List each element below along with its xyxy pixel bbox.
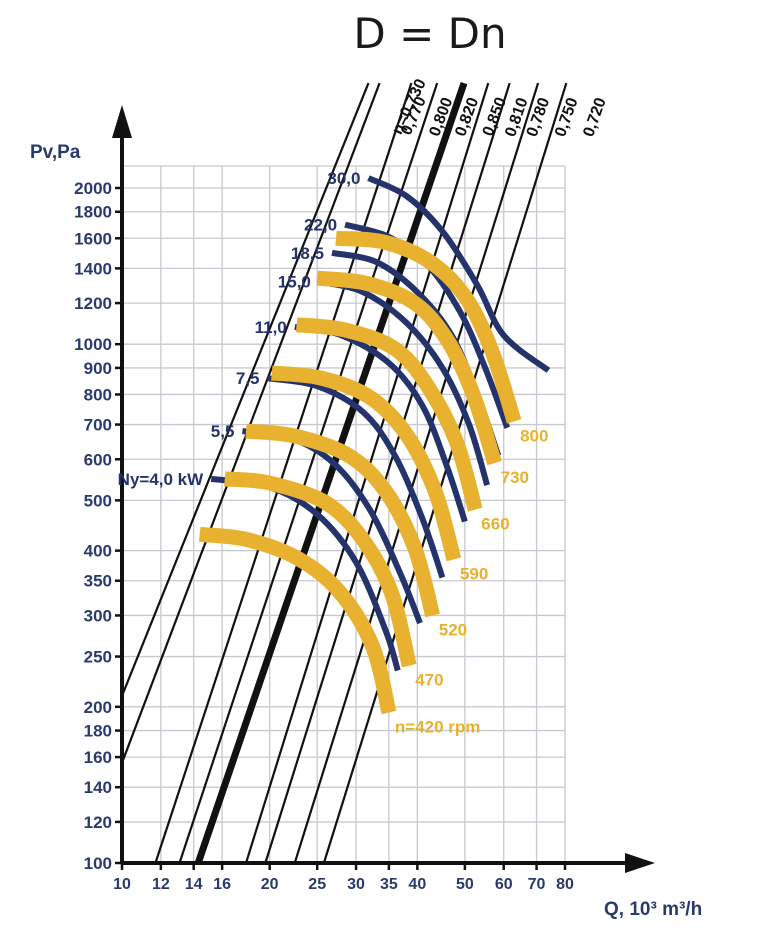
x-tick-label: 16	[213, 876, 231, 893]
y-axis-arrow	[112, 105, 132, 138]
power-label: 5,5	[211, 422, 235, 441]
speed-curve-n-420-rpm	[198, 526, 397, 715]
speed-curve-520	[245, 423, 440, 618]
chart-title: D = Dn	[353, 9, 506, 58]
efficiency-lines	[120, 81, 568, 865]
y-tick-label: 500	[84, 491, 112, 510]
y-tick-label: 1400	[74, 259, 112, 278]
y-tick-label: 350	[84, 572, 112, 591]
power-label: Ny=4,0 kW	[118, 470, 204, 489]
y-tick-label: 900	[84, 359, 112, 378]
efficiency-line	[264, 82, 511, 864]
y-tick-label: 120	[84, 813, 112, 832]
efficiency-line	[154, 82, 413, 864]
efficiency-line	[293, 82, 540, 864]
x-tick-label: 20	[261, 876, 279, 893]
power-label: 11,0	[255, 318, 287, 337]
speed-label: 800	[520, 426, 548, 445]
efficiency-line	[322, 82, 568, 864]
y-tick-label: 1800	[74, 203, 112, 222]
speed-curves	[198, 230, 522, 715]
x-tick-label: 12	[152, 876, 170, 893]
speed-label: 660	[481, 515, 509, 534]
speed-curve-470	[224, 471, 417, 668]
x-tick-label: 50	[456, 876, 474, 893]
power-label: 22,0	[304, 216, 337, 235]
speed-label: 590	[460, 564, 488, 583]
speed-label: 470	[415, 671, 443, 690]
x-axis-label: Q, 10³ m³/h	[604, 899, 702, 920]
x-tick-label: 40	[408, 876, 426, 893]
x-tick-label: 35	[380, 876, 398, 893]
x-tick-label: 80	[556, 876, 574, 893]
x-tick-label: 14	[185, 876, 203, 893]
y-tick-label: 160	[84, 748, 112, 767]
y-tick-label: 1200	[74, 294, 112, 313]
power-curve-30-0	[367, 175, 551, 373]
speed-curve-590	[271, 365, 462, 562]
power-label: 7,5	[236, 369, 260, 388]
y-axis-label: Pv,Pa	[30, 142, 81, 163]
y-tick-label: 2000	[74, 179, 112, 198]
y-tick-label: 100	[84, 854, 112, 873]
axes: 100 120 140 160 180 200 250 300 350 400 500 600 700 8…	[74, 105, 655, 893]
y-tick-label: 1600	[74, 229, 112, 248]
power-curve-15-0	[318, 278, 490, 486]
speed-label: n=420 rpm	[395, 718, 481, 737]
power-label: 15,0	[278, 273, 311, 292]
efficiency-line	[194, 81, 468, 865]
efficiency-line	[120, 82, 370, 697]
x-tick-label: 30	[347, 876, 365, 893]
power-label: 18,5	[291, 244, 324, 263]
x-tick-label: 60	[495, 876, 513, 893]
x-tick-label: 10	[113, 876, 131, 893]
x-tick-label: 25	[308, 876, 326, 893]
efficiency-label: 0,720	[580, 96, 609, 140]
y-tick-label: 400	[84, 542, 112, 561]
y-tick-label: 180	[84, 722, 112, 741]
y-tick-label: 700	[84, 416, 112, 435]
speed-label: 730	[501, 468, 529, 487]
power-label: 30,0	[327, 169, 360, 188]
efficiency-line	[178, 82, 439, 864]
power-curve-7-5	[267, 375, 446, 579]
y-tick-label: 300	[84, 606, 112, 625]
speed-curve-730	[316, 270, 502, 466]
speed-label: 520	[439, 620, 467, 639]
y-tick-label: 1000	[74, 335, 112, 354]
speed-curve-800	[335, 230, 522, 424]
y-tick-label: 250	[84, 648, 112, 667]
speed-curve-660	[295, 317, 483, 512]
x-axis-arrow	[625, 853, 655, 873]
efficiency-line	[120, 82, 381, 764]
y-tick-label: 140	[84, 778, 112, 797]
x-tick-label: 70	[528, 876, 546, 893]
y-tick-label: 800	[84, 385, 112, 404]
y-tick-label: 600	[84, 450, 112, 469]
y-tick-label: 200	[84, 698, 112, 717]
